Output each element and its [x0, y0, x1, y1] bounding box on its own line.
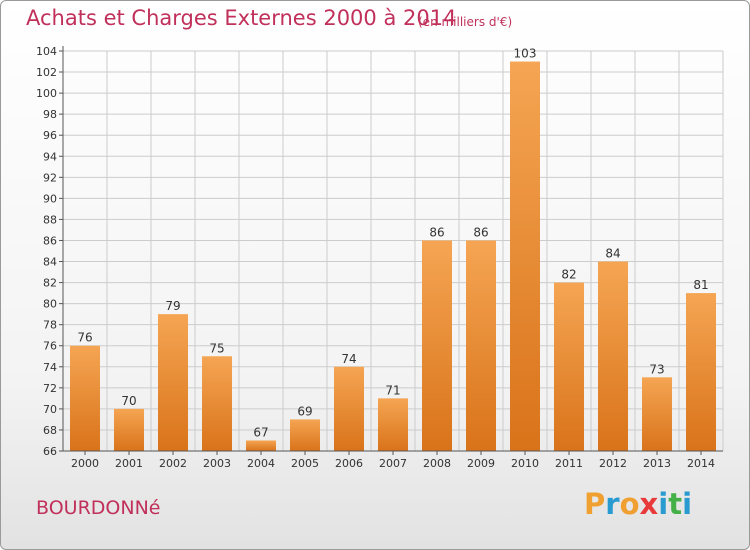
logo-letter: x [639, 487, 659, 521]
y-tick-label: 88 [43, 213, 57, 226]
data-label-2000: 76 [77, 331, 92, 345]
x-tick-label-2009: 2009 [467, 457, 495, 470]
logo-letter: i [658, 487, 669, 521]
y-tick-label: 98 [43, 108, 57, 121]
y-tick-label: 76 [43, 340, 57, 353]
x-tick-label-2004: 2004 [247, 457, 275, 470]
chart-subtitle: (en milliers d'€) [418, 15, 513, 29]
logo-letter: i [682, 487, 693, 521]
data-label-2008: 86 [429, 225, 444, 239]
y-tick-label: 68 [43, 424, 57, 437]
y-tick-label: 96 [43, 129, 57, 142]
x-tick-label-2010: 2010 [511, 457, 539, 470]
bar-2005 [290, 419, 320, 451]
data-label-2007: 71 [385, 383, 400, 397]
proxiti-logo: Proxiti [584, 487, 692, 521]
logo-letter: P [584, 487, 606, 521]
bar-2007 [378, 398, 408, 451]
bar-2009 [466, 240, 496, 451]
y-tick-label: 82 [43, 277, 57, 290]
bars [70, 61, 716, 452]
y-tick-label: 104 [36, 45, 57, 58]
data-labels: 76 70 79 75 67 69 74 71 86 86 103 82 84 73 81 [77, 47, 708, 440]
x-tick-label-2008: 2008 [423, 457, 451, 470]
x-tick-label-2007: 2007 [379, 457, 407, 470]
logo-letter: t [668, 487, 683, 521]
logo-letter: r [605, 487, 620, 521]
y-tick-label: 94 [43, 150, 57, 163]
bar-2012 [598, 261, 628, 451]
x-tick-label-2012: 2012 [599, 457, 627, 470]
data-label-2009: 86 [473, 225, 488, 239]
y-tick-label: 72 [43, 382, 57, 395]
bar-2011 [554, 282, 584, 451]
x-tick-label-2011: 2011 [555, 457, 583, 470]
bar-2004 [246, 440, 276, 451]
x-tick-label-2000: 2000 [71, 457, 99, 470]
y-tick-label: 74 [43, 361, 57, 374]
bar-2001 [114, 408, 144, 451]
bar-2003 [202, 356, 232, 451]
x-tick-label-2013: 2013 [643, 457, 671, 470]
y-tick-label: 84 [43, 256, 57, 269]
y-tick-label: 92 [43, 171, 57, 184]
y-tick-label: 90 [43, 192, 57, 205]
y-tick-label: 100 [36, 87, 57, 100]
bar-2013 [642, 377, 672, 451]
data-label-2005: 69 [297, 404, 312, 418]
data-label-2010: 103 [514, 47, 537, 61]
data-label-2011: 82 [561, 268, 576, 282]
data-label-2012: 84 [605, 247, 620, 261]
bar-2014 [686, 293, 716, 451]
data-label-2006: 74 [341, 352, 356, 366]
bar-2008 [422, 240, 452, 451]
y-tick-label: 86 [43, 234, 57, 247]
chart-title: Achats et Charges Externes 2000 à 2014 [26, 6, 457, 30]
data-label-2004: 67 [253, 425, 268, 439]
bar-2000 [70, 345, 100, 451]
x-tick-label-2003: 2003 [203, 457, 231, 470]
y-tick-label: 78 [43, 319, 57, 332]
y-tick-label: 66 [43, 445, 57, 458]
location-label: BOURDONNé [36, 497, 161, 519]
x-tick-label-2001: 2001 [115, 457, 143, 470]
data-label-2001: 70 [121, 394, 136, 408]
bar-2002 [158, 314, 188, 451]
data-label-2013: 73 [649, 362, 664, 376]
y-tick-label: 102 [36, 66, 57, 79]
bar-2006 [334, 366, 364, 451]
x-tick-label-2014: 2014 [687, 457, 715, 470]
y-tick-label: 80 [43, 298, 57, 311]
data-label-2014: 81 [693, 278, 708, 292]
data-label-2003: 75 [209, 341, 224, 355]
bar-2010 [510, 61, 540, 452]
data-label-2002: 79 [165, 299, 180, 313]
x-tick-label-2002: 2002 [159, 457, 187, 470]
axes: 66 68 70 72 74 76 78 80 82 84 86 88 90 92 94 96 98 100 102… [36, 45, 723, 470]
x-tick-label-2005: 2005 [291, 457, 319, 470]
y-tick-label: 70 [43, 403, 57, 416]
x-tick-label-2006: 2006 [335, 457, 363, 470]
logo-letter: o [619, 487, 640, 521]
